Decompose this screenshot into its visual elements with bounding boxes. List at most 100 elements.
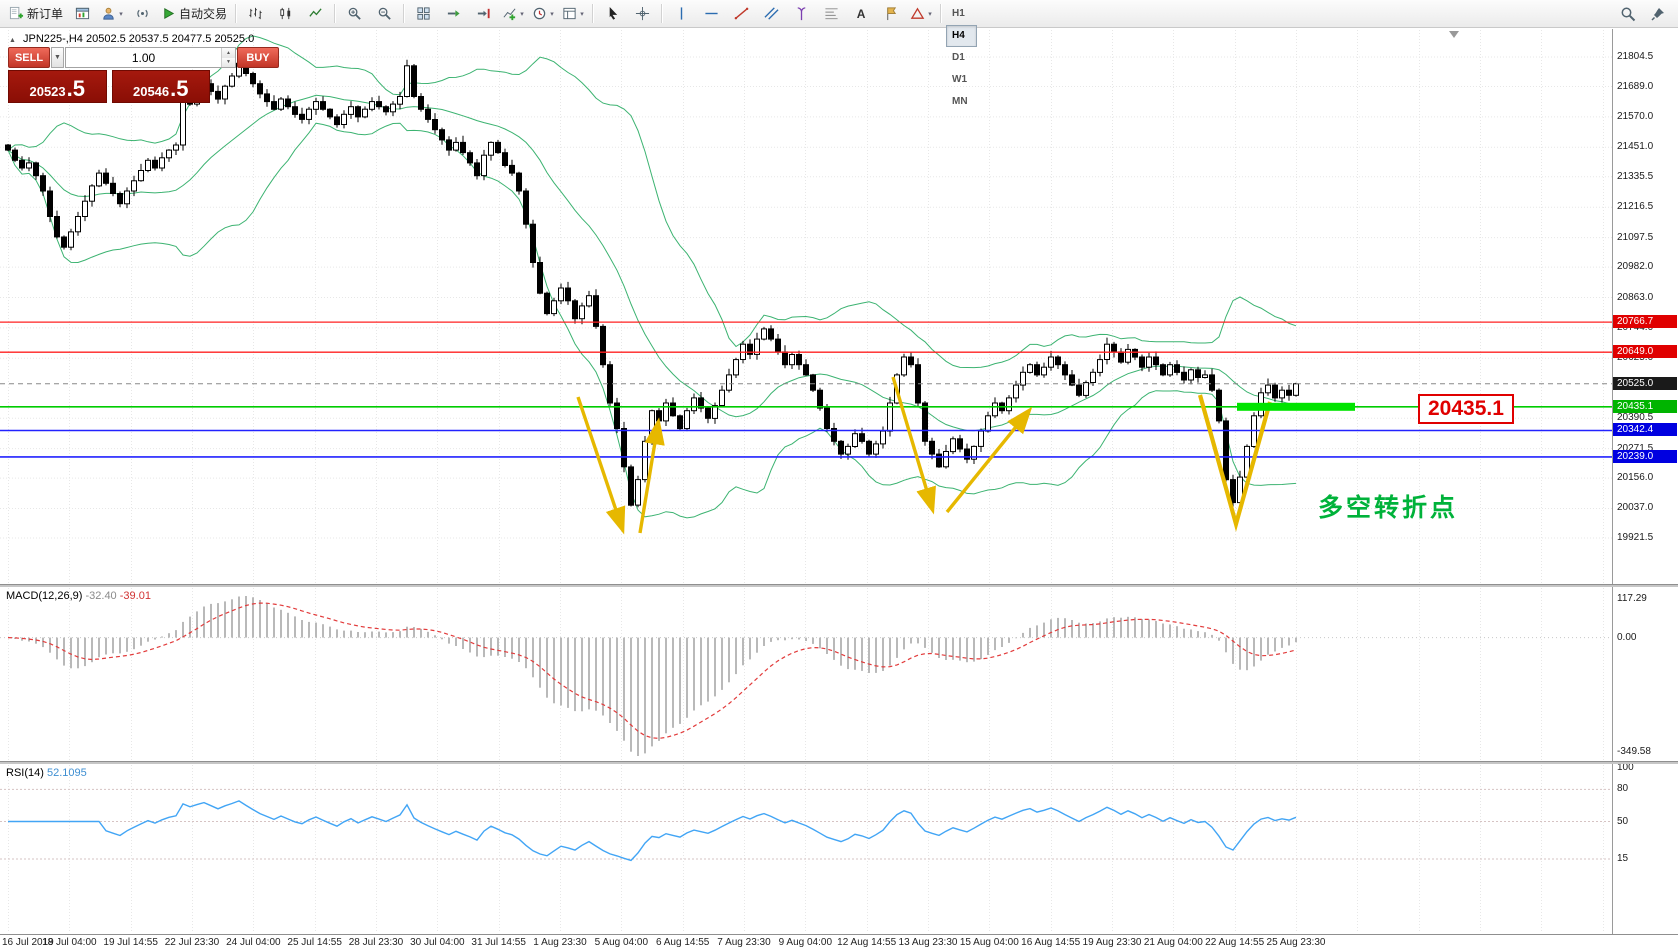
timeframe-h4[interactable]: H4 <box>946 24 978 47</box>
sell-button[interactable]: SELL <box>8 47 50 68</box>
time-axis-label: 19 Jul 14:55 <box>103 937 158 948</box>
zoom-out-icon[interactable] <box>369 2 399 26</box>
chart-ohlc-header: ▲ JPN225-,H4 20502.5 20537.5 20477.5 205… <box>9 33 254 45</box>
timeframe-mn[interactable]: MN <box>952 96 968 107</box>
price-badge: 20649.0 <box>1613 345 1677 359</box>
price-axis[interactable]: 21804.5 21689.0 21570.0 21451.0 21335.5 21216… <box>1613 29 1678 934</box>
time-axis-label: 25 Aug 23:30 <box>1266 937 1326 948</box>
auto-scroll-icon[interactable] <box>438 2 468 26</box>
volume-dropdown-button[interactable]: ▼ <box>51 47 64 68</box>
price-axis-label: 20156.0 <box>1617 472 1654 484</box>
channel-tool-icon[interactable] <box>756 2 786 26</box>
ask-price-box[interactable]: 20546 .5 <box>111 70 210 103</box>
cursor-icon[interactable] <box>597 2 627 26</box>
indicators-icon[interactable]: ▾ <box>498 2 528 26</box>
rsi-axis-label: 100 <box>1617 762 1634 773</box>
shapes-tool-icon[interactable]: ▾ <box>906 2 936 26</box>
time-axis-label: 24 Jul 04:00 <box>226 937 281 948</box>
volume-input[interactable] <box>66 48 221 67</box>
price-axis-label: 21804.5 <box>1617 51 1654 62</box>
price-axis-label: 21097.5 <box>1617 231 1654 243</box>
price-axis-separator <box>1612 29 1613 934</box>
bid-price-box[interactable]: 20523 .5 <box>8 70 107 103</box>
one-click-trading-panel: SELL ▼ ▲ ▼ BUY 20523 .5 20546 .5 <box>8 47 279 103</box>
charts-icon[interactable] <box>67 2 97 26</box>
arrow-annotations[interactable] <box>576 376 1273 535</box>
chart-shift-marker <box>1449 31 1459 38</box>
pane-separator[interactable] <box>0 584 1678 587</box>
volume-down-button[interactable]: ▼ <box>222 57 235 67</box>
new-order-label: 新订单 <box>27 7 64 21</box>
trade-quotes-row: 20523 .5 20546 .5 <box>8 70 210 103</box>
price-axis-label: 21570.0 <box>1617 110 1654 122</box>
candlestick-chart-icon[interactable] <box>270 2 300 26</box>
text-tool-icon[interactable]: A <box>856 6 866 21</box>
chevron-down-icon: ▾ <box>550 10 554 18</box>
time-axis-label: 16 Aug 14:55 <box>1021 937 1081 948</box>
autotrading-button[interactable]: 自动交易 <box>157 2 231 26</box>
pin-icon[interactable] <box>1643 2 1673 26</box>
crosshair-icon[interactable] <box>627 2 657 26</box>
price-note-box[interactable]: 20435.1 <box>1418 394 1514 424</box>
toolbar-separator <box>403 4 405 23</box>
price-axis-label: 20390.5 <box>1617 412 1654 424</box>
turning-point-label[interactable]: 多空转折点 <box>1318 494 1459 522</box>
fibonacci-tool-icon[interactable] <box>816 2 846 26</box>
trendline-tool-icon[interactable] <box>726 2 756 26</box>
rsi-axis-label: 80 <box>1617 783 1629 795</box>
collapse-icon[interactable]: ▲ <box>9 37 16 44</box>
toolbar-separator <box>940 4 942 23</box>
new-order-icon <box>9 6 24 20</box>
time-axis-label: 30 Jul 04:00 <box>410 937 465 948</box>
time-axis-label: 12 Aug 14:55 <box>837 937 897 948</box>
pitchfork-tool-icon[interactable] <box>786 2 816 26</box>
timeframe-d1[interactable]: D1 <box>952 52 965 63</box>
vertical-line-tool-icon[interactable] <box>666 2 696 26</box>
time-axis-label: 22 Aug 14:55 <box>1205 937 1265 948</box>
toolbar-separator <box>661 4 663 23</box>
chart-title: JPN225-,H4 <box>23 33 83 45</box>
toolbar-separator <box>235 4 237 23</box>
trade-controls-row: SELL ▼ ▲ ▼ BUY <box>8 47 279 68</box>
pane-separator[interactable] <box>0 761 1678 764</box>
macd-label: MACD(12,26,9) <box>6 590 83 602</box>
price-axis-label: 20037.0 <box>1617 502 1654 514</box>
rsi-axis-label: 15 <box>1617 852 1629 864</box>
chart-shift-icon[interactable] <box>468 2 498 26</box>
periods-icon[interactable]: ▾ <box>528 2 558 26</box>
ask-price-fraction: .5 <box>170 76 189 102</box>
search-icon[interactable] <box>1613 2 1643 26</box>
horizontal-line-tool-icon[interactable] <box>696 2 726 26</box>
profiles-icon[interactable]: ▾ <box>97 2 127 26</box>
price-axis-label: 21335.5 <box>1617 170 1654 182</box>
time-axis-label: 16 Jul 2019 <box>2 937 54 948</box>
time-axis-border <box>0 934 1678 935</box>
bid-price: 20523 <box>29 83 66 99</box>
tile-windows-icon[interactable] <box>408 2 438 26</box>
price-axis-label: 20271.5 <box>1617 442 1654 454</box>
time-axis-label: 31 Jul 14:55 <box>471 937 526 948</box>
timeframe-w1[interactable]: W1 <box>952 74 968 85</box>
volume-up-button[interactable]: ▲ <box>222 48 235 58</box>
macd-axis-label: -349.58 <box>1617 746 1651 757</box>
macd-header: MACD(12,26,9) -32.40 -39.01 <box>6 590 151 602</box>
toolbar: 新订单 ▾ 自动交易 ▾ ▾ ▾ A ▾ M1M5M15M30H1H4D1W1M… <box>0 0 1678 107</box>
line-chart-icon[interactable] <box>300 2 330 26</box>
signals-icon[interactable] <box>127 2 157 26</box>
timeframe-h1[interactable]: H1 <box>952 8 965 19</box>
volume-input-wrap: ▲ ▼ <box>65 47 236 68</box>
bar-chart-icon[interactable] <box>240 2 270 26</box>
price-badge: 20766.7 <box>1613 315 1677 329</box>
text-label-tool-icon[interactable] <box>876 2 906 26</box>
price-axis-label: 20863.0 <box>1617 291 1654 303</box>
chevron-down-icon: ▾ <box>119 10 123 18</box>
templates-icon[interactable]: ▾ <box>558 2 588 26</box>
highlight-segment[interactable] <box>1237 402 1355 411</box>
buy-button[interactable]: BUY <box>237 47 279 68</box>
zoom-in-icon[interactable] <box>339 2 369 26</box>
time-axis-label: 15 Aug 04:00 <box>959 937 1019 948</box>
new-order-button[interactable]: 新订单 <box>5 2 67 26</box>
v-shape-annotation <box>1197 394 1273 532</box>
autotrading-label: 自动交易 <box>179 7 228 21</box>
